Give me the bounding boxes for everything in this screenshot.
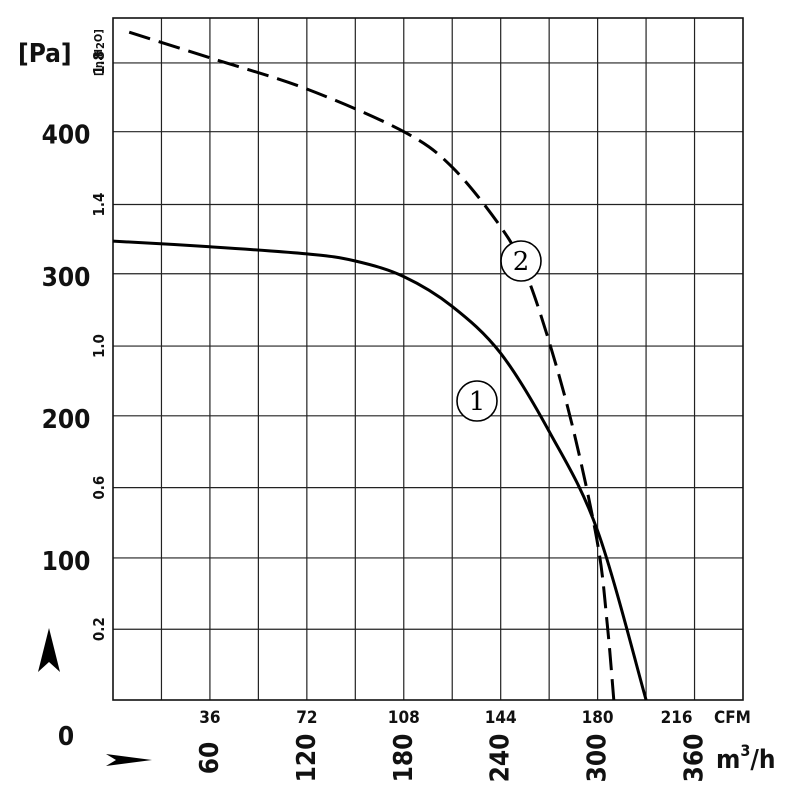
x-tick-label-cfm: 72 [296, 708, 317, 728]
curve-2-marker: 2 [500, 240, 542, 282]
x-ticks-cfm: 36 72 108 144 180 216 [199, 708, 692, 728]
y-axis-arrow-icon [38, 628, 60, 672]
x-tick-label-cfm: 216 [661, 708, 693, 728]
y-ticks-pa: 0 100 200 300 400 [42, 121, 91, 752]
y-tick-label-inh2o: 0.2 [90, 617, 108, 641]
curve-2-marker-label: 2 [513, 247, 530, 277]
x-tick-label-m3h: 60 [195, 742, 225, 775]
y-tick-label-pa: 400 [42, 121, 91, 151]
grid [113, 18, 743, 700]
curve-1-marker-label: 1 [469, 387, 486, 417]
y-tick-label-inh2o: 1.0 [90, 334, 108, 358]
x-tick-label-cfm: 36 [199, 708, 220, 728]
x-tick-label-cfm: 180 [582, 708, 614, 728]
curve-1-line [112, 239, 648, 701]
y-tick-label-inh2o: 1.8 [90, 51, 108, 75]
curve-1-marker: 1 [456, 380, 498, 422]
y-tick-label-pa: 200 [42, 405, 91, 435]
x-tick-label-m3h: 360 [680, 734, 710, 783]
y-axis-unit-inh2o: [in.H2O] [92, 29, 107, 76]
y-ticks-inh2o: 0.2 0.6 1.0 1.4 1.8 [90, 51, 108, 641]
x-ticks-m3h: 60 120 180 240 300 360 [195, 734, 710, 783]
x-tick-label-cfm: 108 [388, 708, 420, 728]
y-tick-label-pa: 300 [42, 263, 91, 293]
curve-2-line [128, 30, 616, 701]
x-axis-unit-m3h: m3/h [716, 741, 776, 775]
x-tick-label-m3h: 180 [389, 734, 419, 783]
x-tick-label-cfm: 144 [485, 708, 517, 728]
y-tick-label-pa: 0 [58, 722, 74, 752]
y-tick-label-inh2o: 0.6 [90, 476, 108, 500]
y-tick-label-inh2o: 1.4 [90, 193, 108, 217]
y-tick-label-pa: 100 [42, 547, 91, 577]
x-axis-unit-cfm: CFM [714, 708, 751, 728]
x-tick-label-m3h: 300 [583, 734, 613, 783]
y-axis-unit-pa: [Pa] [18, 39, 72, 69]
x-axis-arrow-icon [106, 754, 152, 766]
curves [112, 30, 648, 701]
plot-frame [112, 17, 744, 701]
x-tick-label-m3h: 240 [486, 734, 516, 783]
x-tick-label-m3h: 120 [292, 734, 322, 783]
